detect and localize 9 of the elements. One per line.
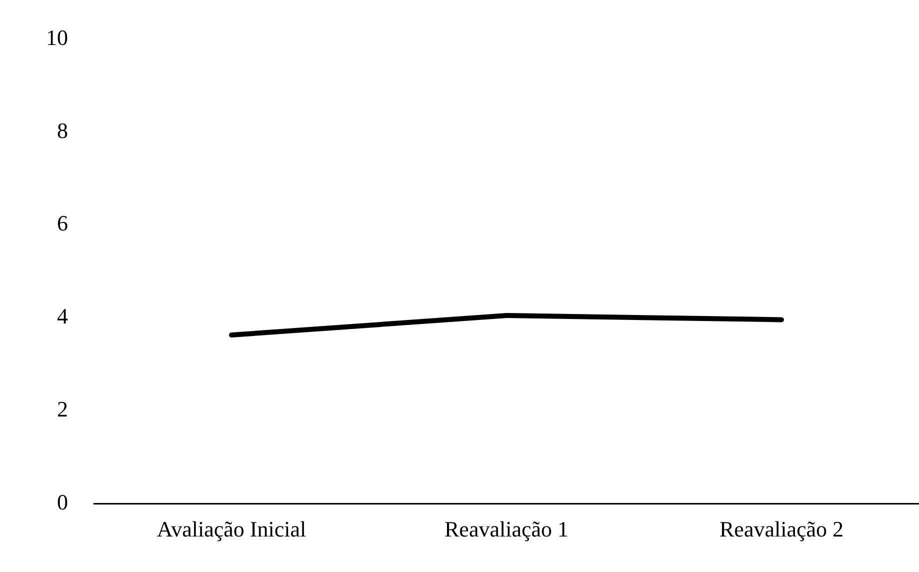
y-tick-label: 6	[57, 210, 68, 236]
x-tick-label: Avaliação Inicial	[156, 516, 306, 542]
x-tick-label: Reavaliação 2	[720, 516, 844, 542]
x-tick-label: Reavaliação 1	[444, 516, 568, 542]
y-tick-label: 8	[57, 118, 68, 143]
y-tick-label: 10	[46, 24, 68, 50]
y-tick-label: 0	[57, 489, 68, 514]
y-tick-label: 2	[57, 396, 68, 422]
y-tick-label: 4	[57, 304, 68, 329]
